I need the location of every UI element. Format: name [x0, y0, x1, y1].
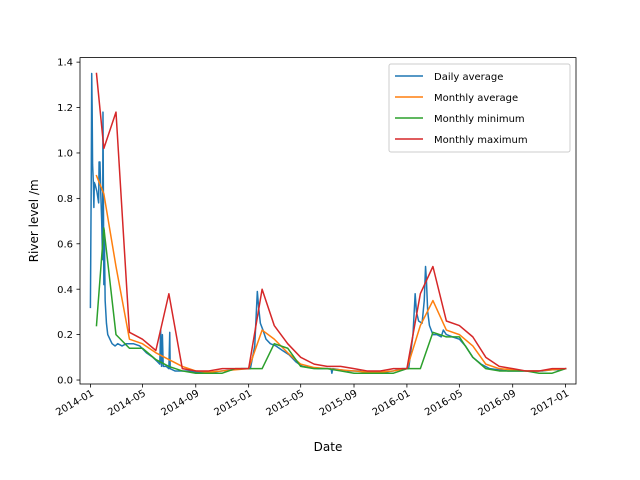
y-axis-label: River level /m	[27, 179, 41, 262]
y-tick-label: 0.0	[57, 376, 73, 387]
series-layer	[89, 72, 567, 374]
y-tick-label: 0.6	[57, 239, 73, 250]
legend-entries: Daily average Monthly average Monthly mini…	[395, 72, 528, 146]
y-tick-label: 0.2	[57, 330, 73, 341]
y-tick-label: 1.2	[57, 103, 73, 114]
y-axis-ticks: 0.0 0.2 0.4 0.6 0.8 1.0 1.2 1.4	[57, 58, 80, 387]
legend-box	[388, 63, 571, 153]
legend-label-monthly-minimum: Monthly minimum	[434, 114, 525, 125]
axes-frame	[79, 57, 577, 385]
legend-label-daily-average: Daily average	[434, 72, 503, 83]
y-tick-label: 0.8	[57, 194, 73, 205]
series-line-monthly-maximum	[95, 72, 567, 372]
y-tick-label: 1.0	[57, 149, 73, 160]
plot-area	[79, 57, 577, 385]
y-tick-label: 1.4	[57, 58, 73, 69]
x-axis-label: Date	[314, 440, 343, 454]
series-line-monthly-minimum	[95, 227, 567, 374]
y-tick-label: 0.4	[57, 285, 73, 296]
legend-label-monthly-average: Monthly average	[434, 93, 518, 104]
legend: Daily average Monthly average Monthly mini…	[388, 63, 571, 153]
legend-label-monthly-maximum: Monthly maximum	[434, 135, 528, 146]
